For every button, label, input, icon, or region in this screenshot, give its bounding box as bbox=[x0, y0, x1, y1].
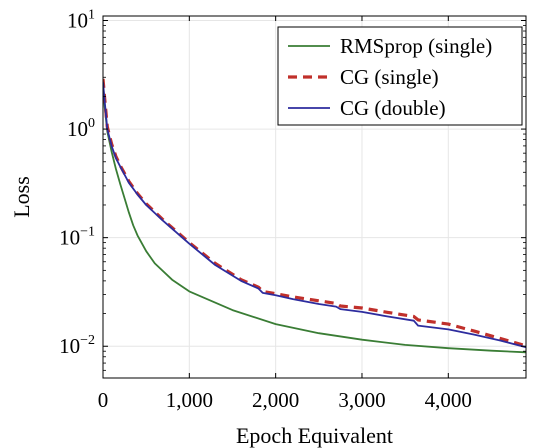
x-tick-label: 4,000 bbox=[425, 388, 472, 412]
series-line-rmsprop-single bbox=[103, 82, 526, 354]
y-tick-label: 10−2 bbox=[59, 333, 95, 358]
series-line-cg-double bbox=[103, 82, 526, 349]
y-tick-label-exponent: 0 bbox=[88, 116, 95, 131]
x-tick-label: 0 bbox=[98, 388, 109, 412]
x-axis-label: Epoch Equivalent bbox=[236, 423, 393, 448]
legend: RMSprop (single) CG (single) CG (double) bbox=[277, 26, 523, 126]
x-tick-label: 2,000 bbox=[252, 388, 299, 412]
y-tick-label-exponent: −2 bbox=[80, 333, 95, 348]
y-tick-label-base: 10 bbox=[59, 226, 80, 250]
ticks bbox=[102, 16, 526, 378]
series-layer bbox=[103, 78, 526, 354]
legend-label-cg-double: CG (double) bbox=[340, 96, 446, 120]
y-tick-label: 10−1 bbox=[59, 225, 95, 250]
y-axis-label: Loss bbox=[9, 176, 34, 218]
x-tick-label: 3,000 bbox=[338, 388, 385, 412]
y-tick-label: 100 bbox=[67, 116, 95, 141]
y-tick-label-base: 10 bbox=[59, 334, 80, 358]
legend-label-rmsprop-single: RMSprop (single) bbox=[340, 34, 492, 58]
x-tick-label: 1,000 bbox=[166, 388, 213, 412]
y-tick-label-base: 10 bbox=[67, 8, 88, 32]
y-tick-label: 101 bbox=[67, 7, 95, 32]
y-tick-label-exponent: 1 bbox=[88, 7, 95, 22]
series-line-cg-single bbox=[103, 78, 526, 348]
plot-frame bbox=[102, 15, 527, 379]
y-tick-label-exponent: −1 bbox=[80, 225, 95, 240]
y-tick-label-base: 10 bbox=[67, 117, 88, 141]
legend-label-cg-single: CG (single) bbox=[340, 65, 439, 89]
